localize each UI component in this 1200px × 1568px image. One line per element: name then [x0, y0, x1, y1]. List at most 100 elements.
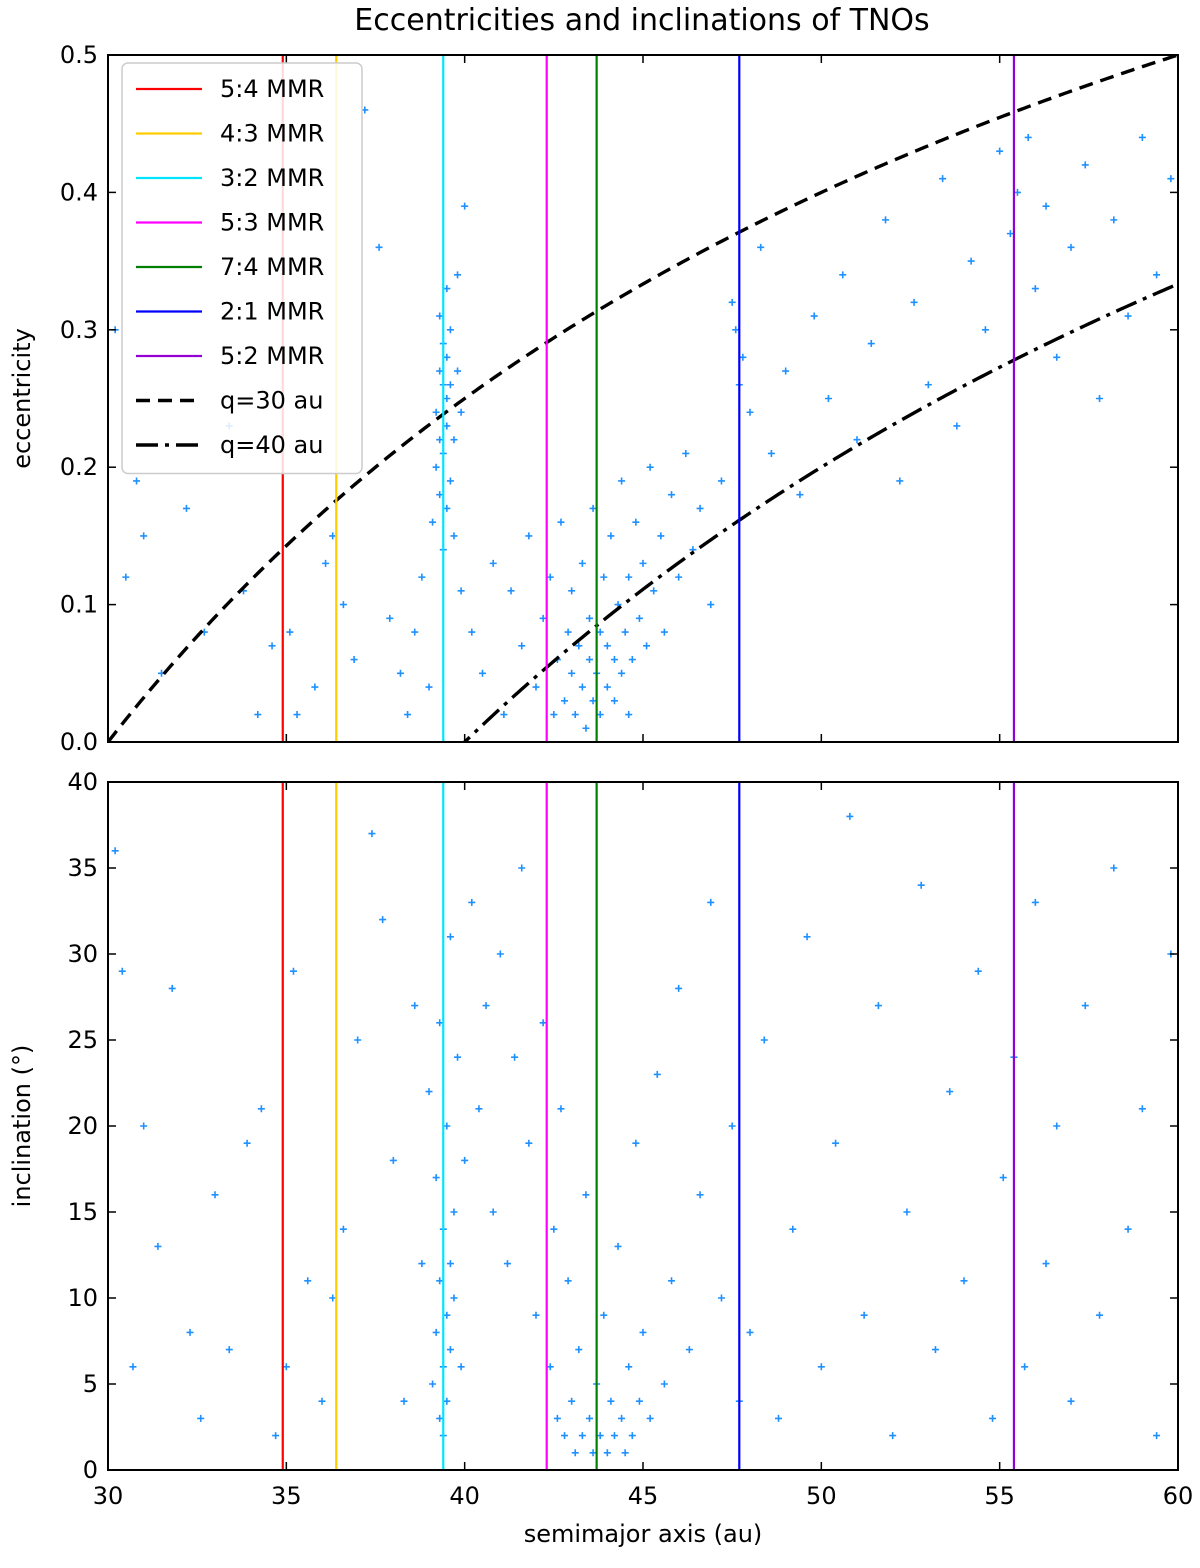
scatter-point: [610, 1432, 618, 1440]
scatter-point: [443, 504, 451, 512]
scatter-point: [550, 711, 558, 719]
legend-label: 5:2 MMR: [220, 342, 324, 370]
scatter-point: [578, 559, 586, 567]
scatter-point: [257, 1105, 265, 1113]
scatter-point: [379, 916, 387, 924]
scatter-point: [564, 628, 572, 636]
scatter-point: [411, 1002, 419, 1010]
scatter-point: [450, 1294, 458, 1302]
scatter-point: [571, 1449, 579, 1457]
scatter-point: [618, 477, 626, 485]
scatter-point: [775, 1414, 783, 1422]
scatter-point: [621, 628, 629, 636]
scatter-point: [568, 587, 576, 595]
scatter-point: [728, 298, 736, 306]
scatter-point: [457, 408, 465, 416]
curve-q-40-au: [462, 282, 1178, 742]
scatter-point: [586, 1414, 593, 1422]
scatter-point: [707, 601, 715, 609]
y-axis: 0.0 0.1 0.2 0.3 0.4 0.5: [60, 41, 1178, 756]
scatter-point: [450, 1208, 458, 1216]
scatter-point: [653, 1070, 661, 1078]
inclination-panel: 30 35 40 45 50 55 60 0 5 10 15 20 25 30 35 40 inclinatio…: [8, 768, 1193, 1548]
scatter-point: [614, 1242, 622, 1250]
y-tick-label: 20: [67, 1112, 98, 1140]
scatter-point: [618, 1414, 626, 1422]
scatter-point: [411, 628, 419, 636]
scatter-point: [832, 1139, 840, 1147]
legend-label: 4:3 MMR: [220, 120, 324, 148]
scatter-point: [981, 326, 989, 334]
scatter-point: [675, 573, 683, 581]
y-tick-label: 10: [67, 1284, 98, 1312]
scatter-point: [557, 1105, 565, 1113]
scatter-point: [400, 1397, 408, 1405]
scatter-point: [436, 367, 444, 375]
scatter-point: [739, 353, 747, 361]
scatter-point: [475, 1105, 483, 1113]
scatter-point: [1067, 243, 1075, 251]
scatter-point: [896, 477, 904, 485]
scatter-point: [507, 587, 515, 595]
scatter-point: [446, 326, 454, 334]
scatter-point: [532, 1311, 540, 1319]
scatter-point: [635, 1397, 643, 1405]
scatter-point: [461, 202, 469, 210]
scatter-point: [625, 573, 633, 581]
scatter-series: [111, 106, 1175, 732]
x-tick-label: 50: [806, 1482, 837, 1510]
y-tick-label: 25: [67, 1026, 98, 1054]
scatter-point: [418, 573, 426, 581]
scatter-point: [596, 1432, 604, 1440]
scatter-point: [539, 614, 547, 622]
y-axis-label: eccentricity: [8, 328, 36, 469]
scatter-point: [432, 463, 440, 471]
scatter-point: [450, 532, 458, 540]
y-axis-label: inclination (°): [8, 1045, 36, 1208]
scatter-point: [760, 1036, 768, 1044]
scatter-point: [1153, 271, 1161, 279]
scatter-point: [1153, 1432, 1161, 1440]
scatter-point: [354, 1036, 362, 1044]
scatter-point: [446, 1346, 454, 1354]
legend-label: 3:2 MMR: [220, 164, 324, 192]
x-tick-label: 45: [628, 1482, 659, 1510]
scatter-point: [425, 1088, 433, 1096]
scatter-point: [482, 1002, 490, 1010]
scatter-point: [1124, 312, 1132, 320]
scatter-point: [118, 967, 126, 975]
scatter-point: [628, 1432, 636, 1440]
y-axis: 0 5 10 15 20 25 30 35 40: [67, 768, 1178, 1484]
scatter-point: [999, 1174, 1007, 1182]
scatter-point: [668, 491, 676, 499]
scatter-point: [596, 711, 604, 719]
scatter-point: [450, 436, 458, 444]
scatter-point: [1081, 161, 1089, 169]
x-tick-label: 60: [1163, 1482, 1194, 1510]
scatter-point: [111, 847, 119, 855]
legend-label: 5:3 MMR: [220, 209, 324, 237]
x-tick-label: 40: [449, 1482, 480, 1510]
scatter-point: [600, 573, 608, 581]
scatter-point: [1138, 1105, 1146, 1113]
scatter-point: [268, 642, 276, 650]
scatter-point: [129, 1363, 137, 1371]
y-tick-label: 40: [67, 768, 98, 796]
scatter-point: [286, 628, 294, 636]
y-tick-label: 0.0: [60, 728, 98, 756]
scatter-point: [632, 518, 640, 526]
scatter-point: [436, 1414, 444, 1422]
scatter-point: [618, 669, 626, 677]
scatter-point: [817, 1363, 825, 1371]
scatter-point: [1167, 175, 1175, 183]
scatter-point: [389, 1156, 397, 1164]
scatter-point: [621, 1449, 629, 1457]
scatter-point: [824, 395, 832, 402]
scatter-point: [603, 683, 611, 691]
scatter-point: [429, 1380, 437, 1388]
scatter-point: [917, 881, 925, 889]
scatter-point: [432, 1328, 440, 1336]
scatter-point: [600, 1311, 608, 1319]
scatter-point: [682, 449, 690, 457]
